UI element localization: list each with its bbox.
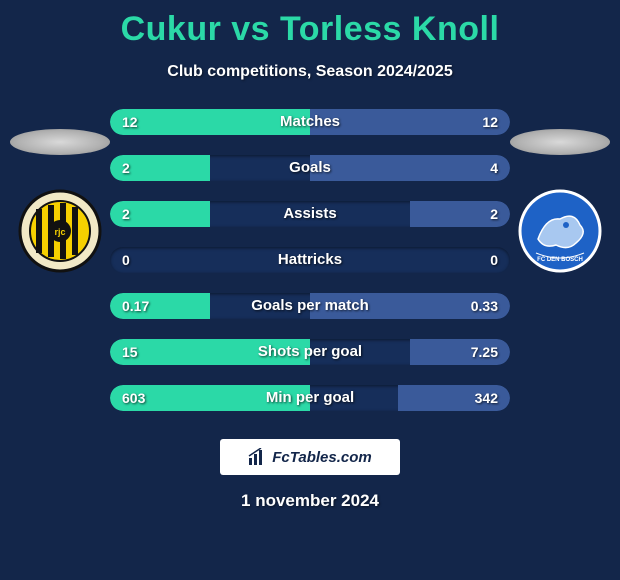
stat-value-left: 2	[122, 201, 130, 227]
stat-row: Goals per match0.17 0.33	[110, 293, 510, 319]
chart-icon	[248, 448, 266, 466]
watermark-text: FcTables.com	[272, 449, 371, 466]
comparison-panel: rjc FC DEN BOSCH Matches1212Goals24Assis…	[0, 109, 620, 411]
stat-label: Goals per match	[110, 293, 510, 319]
denbosch-crest-icon: FC DEN BOSCH	[518, 189, 602, 273]
page-subtitle: Club competitions, Season 2024/2025	[0, 63, 620, 81]
stat-value-left: 15	[122, 339, 138, 365]
team-right-badge: FC DEN BOSCH	[510, 129, 610, 273]
stat-value-right: 0	[490, 247, 498, 273]
stat-row: Matches12 12	[110, 109, 510, 135]
stat-row: Assists2 2	[110, 201, 510, 227]
stats-list: Matches1212Goals24Assists22Hattricks00Go…	[110, 109, 510, 411]
stat-row: Hattricks0 0	[110, 247, 510, 273]
svg-text:FC DEN BOSCH: FC DEN BOSCH	[537, 257, 583, 263]
stat-value-right: 342	[475, 385, 498, 411]
team-right-crest: FC DEN BOSCH	[518, 189, 602, 273]
watermark: FcTables.com	[220, 439, 400, 475]
stat-value-left: 0	[122, 247, 130, 273]
stat-value-right: 4	[490, 155, 498, 181]
stat-label: Hattricks	[110, 247, 510, 273]
stat-value-right: 12	[482, 109, 498, 135]
svg-text:rjc: rjc	[54, 227, 65, 237]
stat-value-right: 2	[490, 201, 498, 227]
team-left-badge: rjc	[10, 129, 110, 273]
roda-crest-icon: rjc	[18, 189, 102, 273]
stat-label: Min per goal	[110, 385, 510, 411]
stat-value-left: 2	[122, 155, 130, 181]
team-left-crest: rjc	[18, 189, 102, 273]
stat-label: Goals	[110, 155, 510, 181]
shadow-ellipse	[510, 129, 610, 155]
stat-row: Shots per goal15 7.25	[110, 339, 510, 365]
stat-value-left: 603	[122, 385, 145, 411]
stat-row: Goals2 4	[110, 155, 510, 181]
stat-label: Assists	[110, 201, 510, 227]
stat-value-right: 0.33	[471, 293, 498, 319]
stat-value-left: 0.17	[122, 293, 149, 319]
stat-label: Matches	[110, 109, 510, 135]
shadow-ellipse	[10, 129, 110, 155]
stat-value-right: 7.25	[471, 339, 498, 365]
stat-value-left: 12	[122, 109, 138, 135]
stat-row: Min per goal603 342	[110, 385, 510, 411]
stat-label: Shots per goal	[110, 339, 510, 365]
page-title: Cukur vs Torless Knoll	[0, 0, 620, 49]
date-text: 1 november 2024	[0, 491, 620, 511]
